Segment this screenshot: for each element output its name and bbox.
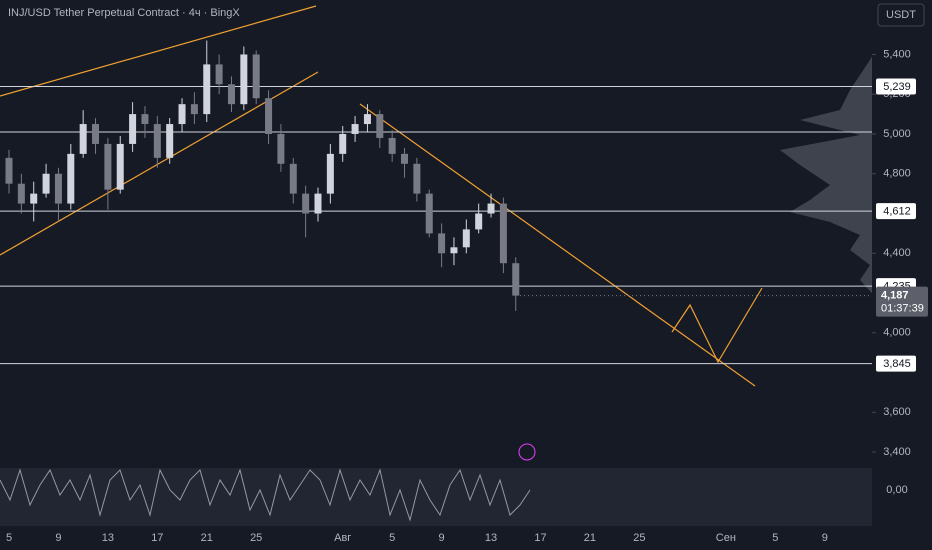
- x-tick-label: 25: [633, 532, 645, 544]
- candle-body: [425, 193, 433, 234]
- x-tick-label: Сен: [716, 532, 736, 544]
- candle-body: [289, 163, 297, 194]
- x-tick-label: 13: [485, 532, 497, 544]
- candle-body: [450, 247, 458, 254]
- level-label: 3,845: [883, 358, 911, 370]
- y-tick-label: 4,800: [883, 168, 911, 180]
- x-tick-label: Авг: [334, 532, 351, 544]
- candle-body: [462, 229, 470, 248]
- candle-body: [67, 153, 75, 204]
- candle-body: [363, 114, 371, 125]
- chart-title: INJ/USD Tether Perpetual Contract · 4ч ·…: [8, 7, 240, 19]
- candle-body: [438, 233, 446, 254]
- y-tick-label: 4,000: [883, 327, 911, 339]
- candle-body: [401, 153, 409, 164]
- candle-body: [92, 124, 100, 144]
- candle-body: [487, 203, 495, 214]
- level-label-box: [876, 78, 916, 95]
- last-price-label: 4,187: [881, 290, 909, 302]
- alert-icon[interactable]: [518, 443, 536, 461]
- level-label-box: [876, 203, 916, 220]
- level-label: 4,612: [883, 206, 911, 218]
- volume-profile: [780, 45, 878, 300]
- currency-button[interactable]: [877, 3, 925, 27]
- x-tick-label: 5: [389, 532, 395, 544]
- candle-body: [351, 124, 359, 134]
- y-tick-label: 5,400: [883, 48, 911, 60]
- candle-body: [42, 173, 50, 194]
- candle-body: [141, 114, 149, 125]
- x-tick-label: 17: [151, 532, 163, 544]
- oscillator-tick-label: 0,00: [886, 484, 907, 496]
- candle-body: [475, 213, 483, 230]
- x-tick-label: 9: [439, 532, 445, 544]
- candle-body: [339, 133, 347, 154]
- x-tick-label: 21: [201, 532, 213, 544]
- candle-body: [153, 124, 161, 158]
- drawings: [0, 5, 763, 387]
- x-tick-label: 9: [822, 532, 828, 544]
- countdown: 01:37:39: [881, 303, 924, 315]
- candle-body: [17, 183, 25, 204]
- x-tick-label: 17: [534, 532, 546, 544]
- x-tick-label: 21: [584, 532, 596, 544]
- candle-body: [512, 263, 520, 296]
- x-tick-label: 13: [102, 532, 114, 544]
- candle-body: [203, 64, 211, 115]
- x-tick-label: 25: [250, 532, 262, 544]
- oscillator-pane: [0, 468, 872, 526]
- candle-body: [240, 54, 248, 105]
- candle-body: [388, 137, 396, 154]
- last-price-box: [876, 286, 928, 317]
- candle-body: [166, 124, 174, 158]
- candle-body: [277, 133, 285, 164]
- candle-body: [79, 124, 87, 154]
- x-tick-label: 9: [55, 532, 61, 544]
- candle-body: [178, 104, 186, 125]
- candle-body: [376, 114, 384, 138]
- candle-body: [302, 193, 310, 214]
- candle-body: [227, 84, 235, 105]
- candle-body: [265, 98, 273, 134]
- candle-body: [252, 54, 260, 99]
- x-tick-label: 5: [772, 532, 778, 544]
- currency-label: USDT: [886, 9, 916, 21]
- y-tick-label: 4,400: [883, 247, 911, 259]
- candle-body: [499, 203, 507, 264]
- y-tick-label: 5,000: [883, 128, 911, 140]
- y-tick-label: 3,400: [883, 446, 911, 458]
- level-label-box: [876, 355, 916, 372]
- candle-body: [5, 157, 13, 184]
- candle-body: [326, 153, 334, 194]
- candle-body: [129, 114, 137, 144]
- x-tick-label: 5: [6, 532, 12, 544]
- candle-body: [314, 193, 322, 214]
- candle-body: [54, 173, 62, 204]
- candle-body: [190, 104, 198, 115]
- oscillator-line: [0, 468, 531, 522]
- candle-body: [215, 64, 223, 85]
- candle-body: [116, 143, 124, 190]
- candle-body: [413, 163, 421, 194]
- candle-body: [104, 143, 112, 190]
- candle-body: [30, 193, 38, 204]
- y-tick-label: 3,600: [883, 406, 911, 418]
- level-label: 5,239: [883, 81, 911, 93]
